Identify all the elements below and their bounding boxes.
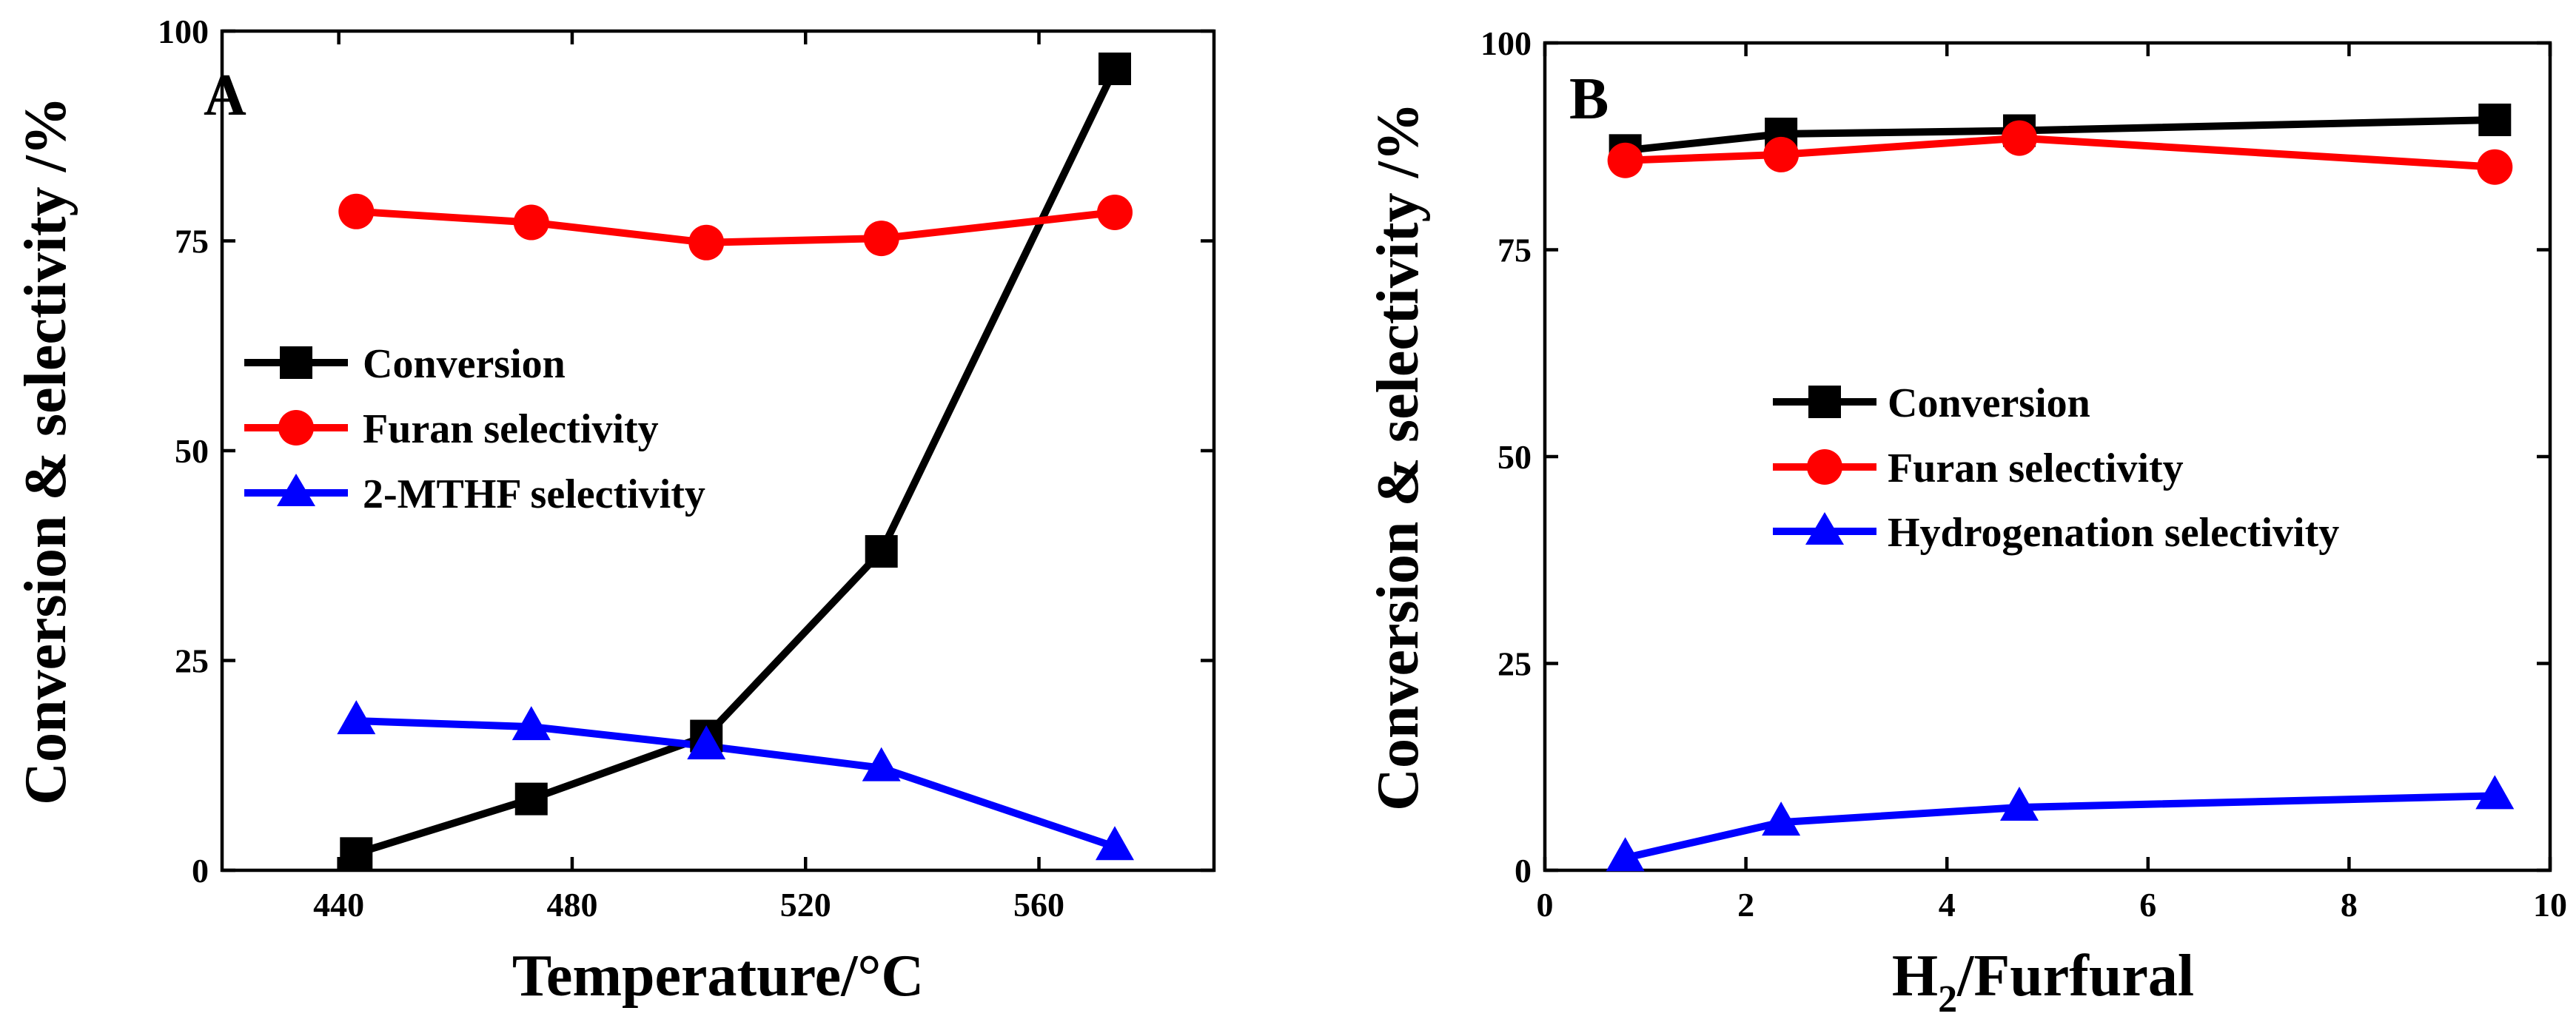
x-tick-label: 8 (2341, 886, 2358, 924)
series-line (355, 207, 1116, 246)
y-tick-label: 100 (1480, 24, 1532, 62)
data-point-circle (1097, 194, 1133, 230)
panel-b-legend: Conversion Furan selectivity Hydrogenati… (1773, 380, 2339, 556)
legend-b-furan-label: Furan selectivity (1888, 446, 2184, 491)
data-point-triangle (1606, 837, 1645, 872)
panel-b-x-ticks: 0 2 4 6 8 10 (1537, 43, 2567, 924)
data-point-triangle (1762, 801, 1801, 836)
x-tick-label: 10 (2533, 886, 2567, 924)
series-line (1625, 134, 2495, 171)
data-point-square (340, 837, 373, 870)
panel-b-x-title-main: H (1892, 944, 1938, 1009)
y-tick-label: 50 (1497, 438, 1532, 476)
legend-a-mthf-marker (277, 474, 315, 506)
legend-b-hydrogenation-label: Hydrogenation selectivity (1888, 510, 2339, 556)
y-tick-label: 25 (175, 642, 209, 680)
data-point-circle (688, 224, 725, 260)
data-point-triangle (337, 700, 376, 735)
data-point-triangle (2475, 775, 2515, 810)
data-point-triangle (1999, 787, 2039, 821)
data-point-triangle (511, 706, 551, 741)
panel-a-legend: Conversion Furan selectivity 2-MTHF sele… (244, 341, 705, 517)
series-line (1625, 116, 2495, 155)
panel-b-markers (1606, 103, 2515, 872)
data-point-circle (2477, 149, 2513, 185)
data-point-square (865, 535, 898, 568)
data-point-circle (2001, 120, 2037, 156)
legend-a-furan-label: Furan selectivity (363, 406, 659, 452)
y-tick-label: 100 (158, 13, 209, 50)
x-tick-label: 0 (1537, 886, 1554, 924)
x-tick-label: 2 (1737, 886, 1754, 924)
panel-b-x-title-sub: 2 (1938, 978, 1957, 1021)
x-tick-label: 440 (313, 886, 364, 924)
y-tick-label: 25 (1497, 645, 1532, 683)
data-point-square (2478, 103, 2512, 136)
panel-a-y-ticks: 0 25 50 75 100 (158, 13, 1214, 890)
panel-a-markers (337, 53, 1134, 870)
panel-b-series-lines (1624, 116, 2495, 862)
y-tick-label: 75 (1497, 232, 1532, 269)
legend-a-conversion-marker (280, 346, 312, 379)
data-point-square (1099, 53, 1131, 86)
panel-b-y-ticks: 0 25 50 75 100 (1480, 24, 2550, 890)
panel-a-x-ticks: 440 480 520 560 (313, 31, 1064, 924)
x-tick-label: 6 (2139, 886, 2156, 924)
data-point-circle (338, 193, 375, 229)
panel-a-series-lines (355, 67, 1118, 858)
y-tick-label: 0 (1515, 852, 1532, 890)
x-tick-label: 4 (1939, 886, 1956, 924)
data-point-circle (1607, 142, 1643, 178)
y-tick-label: 50 (175, 432, 209, 470)
panel-a: 0 25 50 75 100 440 480 520 560 A Temperature/°C… (13, 13, 1216, 1009)
data-point-circle (513, 204, 549, 241)
legend-a-mthf-label: 2-MTHF selectivity (363, 471, 705, 517)
legend-a-furan-marker (278, 410, 314, 446)
data-point-triangle (1096, 826, 1134, 861)
data-point-circle (863, 221, 899, 257)
legend-b-furan-marker (1807, 449, 1842, 485)
legend-b-conversion-label: Conversion (1888, 380, 2090, 426)
data-point-circle (1763, 136, 1799, 172)
data-point-triangle (687, 725, 726, 760)
y-tick-label: 0 (192, 852, 209, 890)
y-tick-label: 75 (175, 223, 209, 260)
panel-b-x-title-rest: /Furfural (1956, 944, 2194, 1009)
panel-a-y-axis-title: Conversion & selectivity /% (13, 96, 78, 805)
panel-b-x-axis-title: H2/Furfural (1892, 944, 2194, 1021)
legend-b-hydrogenation-marker (1805, 512, 1844, 545)
x-tick-label: 560 (1013, 886, 1064, 924)
x-tick-label: 480 (546, 886, 597, 924)
data-point-square (514, 782, 548, 816)
data-point-triangle (862, 747, 901, 781)
legend-a-conversion-label: Conversion (363, 341, 566, 387)
panel-a-x-axis-title: Temperature/°C (512, 944, 924, 1009)
x-tick-label: 520 (780, 886, 831, 924)
legend-b-conversion-marker (1808, 386, 1841, 418)
panel-b-label: B (1569, 67, 1609, 132)
series-line (1624, 792, 2495, 862)
panel-b-y-axis-title: Conversion & selectivity /% (1366, 102, 1431, 811)
series-line (355, 67, 1118, 858)
series-line (356, 717, 1116, 850)
panel-a-label: A (204, 63, 246, 128)
